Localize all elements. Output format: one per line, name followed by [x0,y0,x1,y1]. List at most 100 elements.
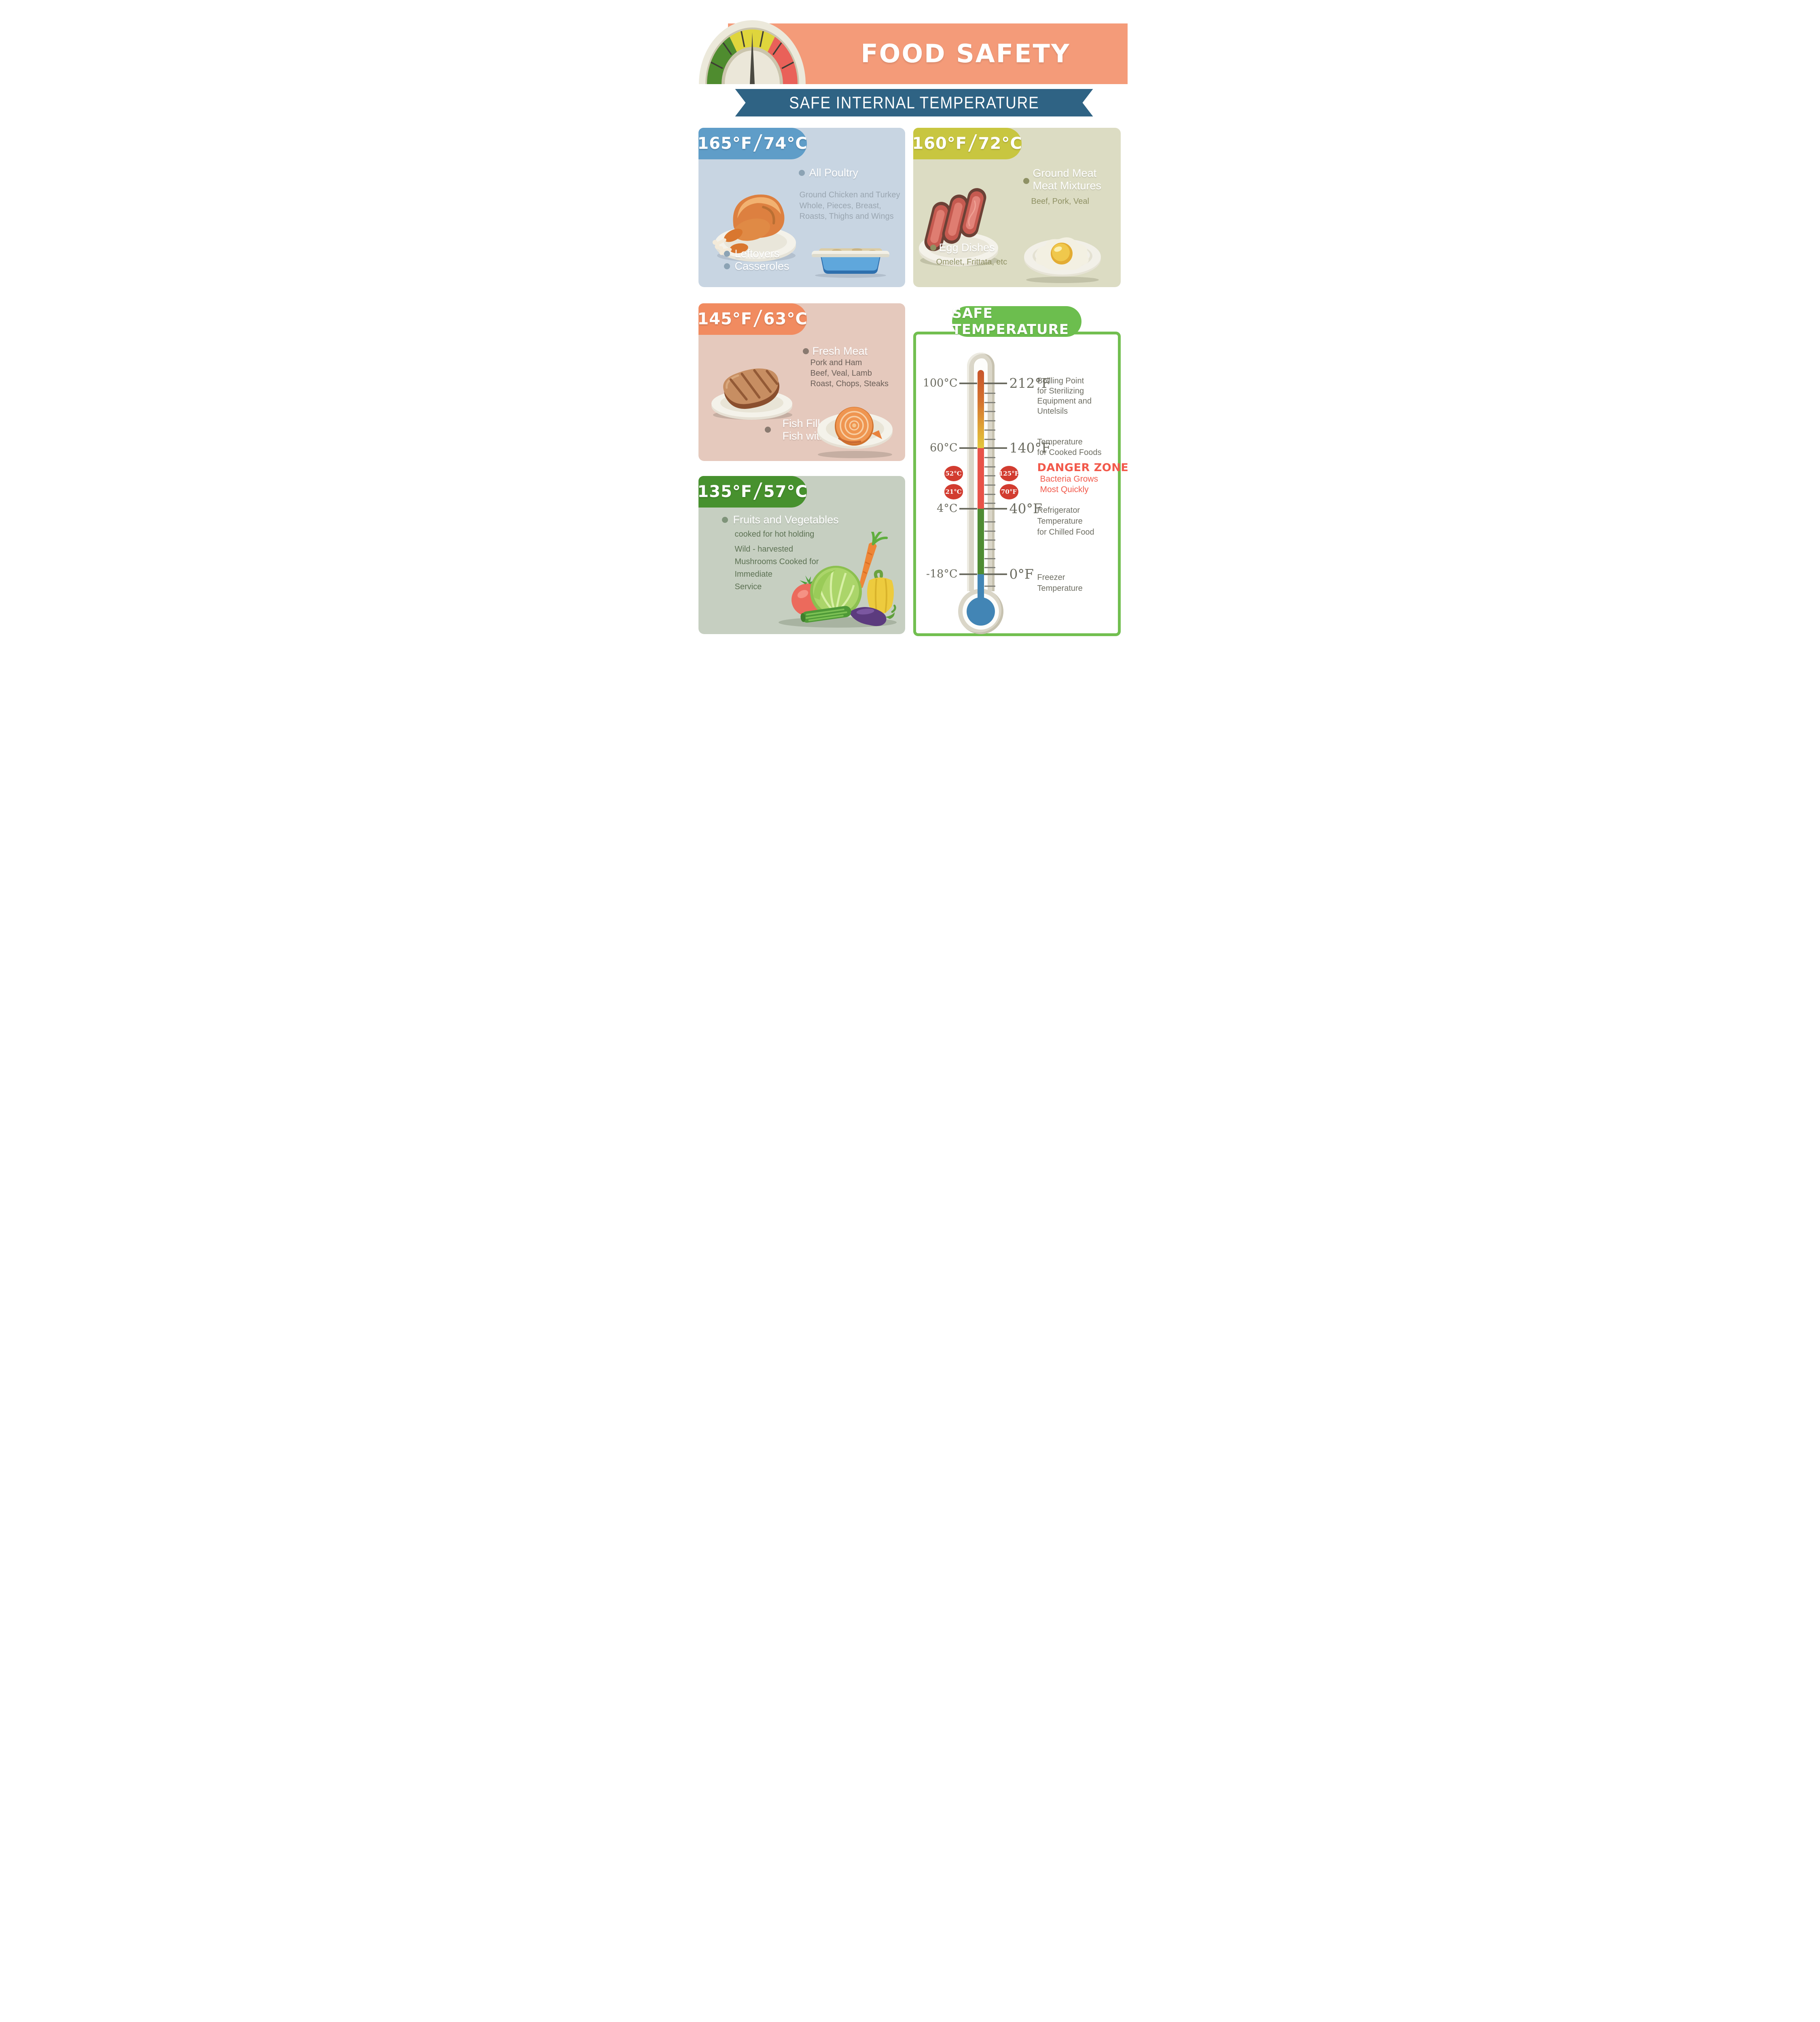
badge-f: 165°F [697,134,753,153]
desc-line: Immediate [734,570,772,579]
label-4c: 4°C [937,502,958,515]
minor-tick [984,457,995,458]
poultry-description: Ground Chicken and Turkey Whole, Pieces,… [800,190,900,222]
card-135f: 135°F/57°C Fruits and Vegetables cooked … [697,476,905,634]
bullet-dot [724,251,730,257]
item-leftovers: Leftovers [734,247,780,260]
scale-line-4c [959,508,977,510]
label-60c: 60°C [929,442,958,454]
egg-dishes-description: Omelet, Frittata, etc [936,258,1007,266]
label-40f: 40°F [1009,501,1042,516]
oval-52c: 52°C [944,466,963,481]
minor-tick [984,411,995,412]
freezer-note: Freezer Temperature [1037,572,1083,594]
item-egg-dishes: Egg Dishes [939,241,995,254]
desc-line: Service [734,582,762,591]
scale-line-40f [984,508,1007,510]
item-fresh-meat: Fresh Meat [812,345,868,357]
minor-tick [984,402,995,403]
desc-line: Refrigerator [1037,506,1080,515]
minor-tick [984,466,995,467]
cooked-foods-note: Temperature for Cooked Foods [1037,437,1102,458]
desc-line: Temperature [1037,584,1083,593]
sliced-meat-icon [918,188,999,266]
minor-tick [984,503,995,504]
thermometer-bulb-fluid [966,597,995,626]
desc-line: Pork and Ham [810,358,862,367]
desc-line: for Chilled Food [1037,528,1094,537]
hot-holding-note: cooked for hot holding [734,530,815,539]
mercury-hot-segment [977,370,984,448]
desc-line: Freezer [1037,573,1065,582]
label-100c: 100°C [923,377,958,389]
label-0f: 0°F [1009,566,1034,582]
mercury-danger-segment [977,448,984,509]
minor-tick [984,439,995,440]
minor-tick [984,429,995,431]
gauge-icon [698,20,806,84]
danger-zone-line2: Most Quickly [1040,485,1089,494]
desc-line: for Cooked Foods [1037,448,1102,457]
pill-text: SAFE TEMPERATURE [952,305,1069,338]
danger-zone-line1: Bacteria Grows [1040,474,1098,484]
bullet-dot [802,348,809,354]
item-line: Meat Mixtures [1033,180,1102,192]
minor-tick [984,539,995,541]
boiling-point-note: Boilling Point for Sterilizing Equipment… [1037,376,1092,417]
desc-line: Mushrooms Cooked for [734,557,819,566]
oval-70f: 70°F [999,484,1018,499]
desc-line: Equipment and [1037,397,1092,406]
badge-sep: / [967,131,978,155]
steak-icon [711,368,792,420]
temp-badge-135: 135°F/57°C [697,476,807,508]
danger-zone-title: DANGER ZONE [1037,461,1129,474]
scale-line-minus18c [959,573,977,575]
label-212f: 212°F [1009,375,1051,391]
poster-title: FOOD SAFETY [861,39,1071,68]
scale-line-212f [984,383,1007,384]
safe-temperature-panel [913,332,1121,636]
food-safety-poster: FOOD SAFETY SAFE INTERNAL TEMPERATURE 16… [682,0,1138,657]
item-line: Ground Meat [1033,167,1097,179]
desc-line: Whole, Pieces, Breast, [799,201,881,210]
badge-sep: / [753,479,763,503]
card-145f: 145°F/63°C Fresh Meat Pork and Ham Beef,… [697,303,905,461]
minor-tick [984,521,995,522]
desc-line: Wild - harvested [734,545,794,554]
temp-badge-160: 160°F/72°C [912,128,1022,159]
fresh-meat-description: Pork and Ham Beef, Veal, Lamb Roast, Cho… [811,357,889,389]
label-140f: 140°F [1009,440,1051,456]
bullet-dot [722,517,728,523]
desc-line: Temperature [1037,438,1083,446]
desc-line: Roasts, Thighs and Wings [799,212,894,221]
desc-line: for Sterilizing [1037,387,1084,396]
roast-chicken-icon [712,195,796,262]
minor-tick [984,420,995,421]
item-fruits-vegetables: Fruits and Vegetables [733,514,839,526]
minor-tick [984,393,995,394]
temp-badge-145: 145°F/63°C [697,303,808,335]
oval-21c: 21°C [944,484,963,499]
desc-line: Beef, Veal, Lamb [810,369,872,378]
desc-line: Ground Chicken and Turkey [799,190,900,199]
minor-tick [984,586,995,587]
item-casseroles: Casseroles [734,260,789,272]
minor-tick [984,484,995,486]
minor-tick [984,531,995,532]
ground-meat-description: Beef, Pork, Veal [1031,197,1089,206]
badge-c: 63°C [763,310,808,328]
bullet-dot [724,263,730,269]
minor-tick [984,558,995,559]
oval-125f: 125°F [999,466,1019,481]
safe-temperature-pill: SAFE TEMPERATURE [952,305,1081,338]
badge-c: 74°C [763,134,808,153]
minor-tick [984,567,995,568]
label-minus18c: -18°C [926,568,958,580]
badge-f: 160°F [912,134,967,153]
ribbon-text: SAFE INTERNAL TEMPERATURE [789,93,1039,112]
card-165f: 165°F/74°C All Poultry Grou [697,128,905,287]
bullet-dot [930,245,936,251]
casserole-dish-icon [811,248,889,278]
salmon-steak-icon [817,407,893,458]
badge-sep: / [753,306,763,330]
